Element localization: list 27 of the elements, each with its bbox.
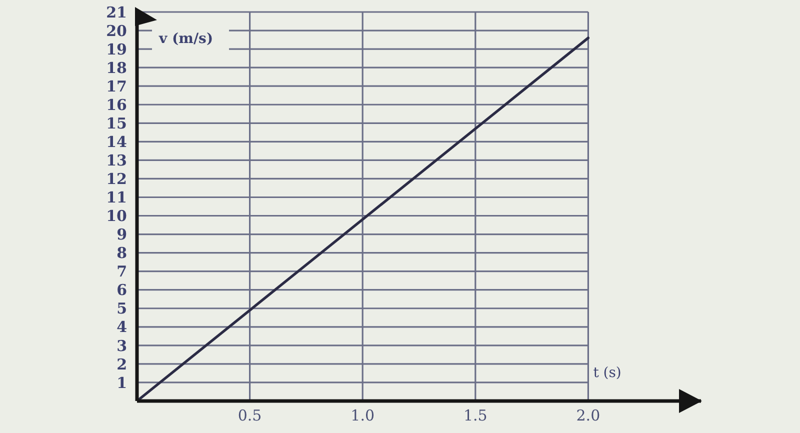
y-axis-title: v (m/s)	[158, 31, 214, 47]
y-tick-label: 18	[106, 58, 127, 77]
y-tick-label: 4	[116, 318, 127, 336]
y-tick-label: 8	[116, 244, 127, 262]
y-tick-label: 12	[106, 170, 127, 188]
x-tick-label: 1.5	[463, 406, 488, 425]
x-tick-label: 1.0	[350, 406, 375, 425]
y-tick-label: 21	[106, 3, 127, 22]
y-tick-label: 11	[106, 188, 127, 207]
y-tick-label: 16	[106, 96, 127, 114]
y-tick-label: 1	[116, 374, 127, 392]
y-tick-label: 14	[106, 132, 127, 151]
y-tick-label: 5	[116, 300, 127, 318]
y-tick-label: 9	[116, 226, 127, 244]
y-tick-label: 15	[106, 114, 127, 132]
y-tick-label: 2	[116, 355, 127, 374]
y-tick-label: 6	[116, 281, 127, 300]
y-tick-label: 17	[106, 77, 127, 96]
y-tick-label: 7	[116, 262, 127, 281]
y-tick-label: 10	[106, 207, 127, 226]
y-tick-label: 3	[116, 336, 127, 355]
y-tick-label: 13	[106, 152, 127, 170]
x-axis-title: t (s)	[593, 365, 622, 381]
x-tick-label: 2.0	[576, 406, 600, 425]
x-tick-label: 0.5	[238, 406, 262, 425]
y-tick-label: 20	[106, 22, 127, 40]
y-tick-label: 19	[106, 40, 127, 58]
